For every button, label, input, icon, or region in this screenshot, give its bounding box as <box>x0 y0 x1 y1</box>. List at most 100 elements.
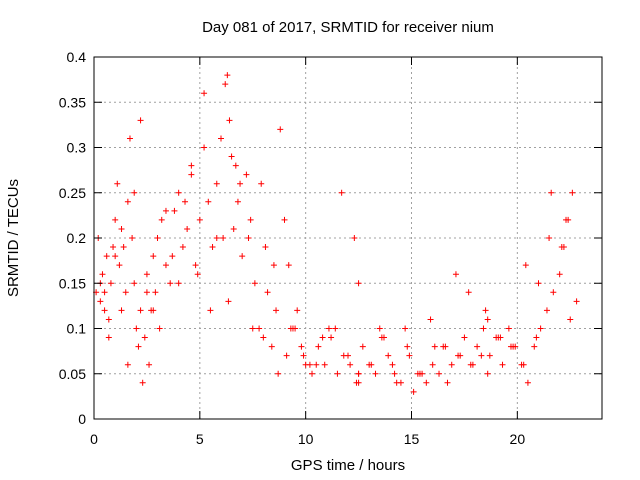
data-point <box>294 307 301 314</box>
data-point <box>287 325 294 332</box>
data-point <box>550 289 557 296</box>
data-point <box>192 262 199 269</box>
data-point <box>124 198 131 205</box>
data-point <box>391 370 398 377</box>
data-point <box>225 298 232 305</box>
data-point <box>313 361 320 368</box>
data-point <box>355 280 362 287</box>
data-point <box>484 370 491 377</box>
data-point <box>429 361 436 368</box>
data-point <box>345 352 351 359</box>
data-point <box>334 370 341 377</box>
data-point <box>118 307 125 314</box>
data-point <box>247 216 254 223</box>
data-point <box>256 325 263 332</box>
y-tick-label: 0 <box>78 411 86 427</box>
data-point <box>573 298 580 305</box>
data-point <box>484 316 491 323</box>
data-point <box>99 271 106 278</box>
data-point <box>162 262 169 269</box>
y-tick-label: 0.15 <box>59 275 86 291</box>
data-point <box>522 262 529 269</box>
data-point <box>315 343 322 350</box>
data-point <box>332 325 339 332</box>
data-point <box>385 352 392 359</box>
data-point <box>230 225 237 232</box>
data-point <box>137 307 144 314</box>
data-point <box>524 379 531 386</box>
data-point <box>207 307 214 314</box>
data-point <box>122 289 129 296</box>
data-point <box>220 235 227 241</box>
data-point <box>120 244 127 251</box>
data-point <box>537 325 544 332</box>
data-point <box>410 388 417 395</box>
data-point <box>116 262 123 269</box>
data-point <box>179 244 186 251</box>
data-point <box>431 343 438 350</box>
data-point <box>448 361 455 368</box>
data-point <box>150 307 157 314</box>
data-point <box>389 361 396 368</box>
data-point <box>543 307 550 314</box>
data-point <box>131 280 138 287</box>
data-point <box>175 189 182 196</box>
data-point <box>243 171 250 178</box>
data-point <box>275 370 282 377</box>
data-point <box>465 289 472 296</box>
data-point <box>567 316 574 323</box>
data-point <box>452 271 459 278</box>
data-point <box>270 262 277 269</box>
data-point <box>103 253 110 260</box>
y-tick-label: 0.05 <box>59 366 86 382</box>
data-point <box>347 361 354 368</box>
data-point <box>273 307 280 314</box>
data-point <box>150 253 157 260</box>
y-tick-label: 0.1 <box>67 321 87 337</box>
data-point <box>414 370 421 377</box>
data-point <box>171 207 178 214</box>
data-point <box>535 280 542 287</box>
data-point <box>182 198 189 205</box>
data-point <box>486 352 493 359</box>
data-point <box>260 334 267 341</box>
data-point <box>105 316 112 323</box>
data-point <box>402 325 409 332</box>
data-point <box>201 90 208 97</box>
data-point <box>533 334 540 341</box>
data-point <box>105 334 112 341</box>
data-point <box>338 189 345 196</box>
data-point <box>355 370 362 377</box>
data-point <box>209 244 216 251</box>
data-point <box>372 370 379 377</box>
data-point <box>505 325 512 332</box>
data-point <box>234 198 241 205</box>
data-point <box>188 162 195 169</box>
data-point <box>351 235 358 241</box>
data-point <box>548 189 555 196</box>
data-point <box>258 180 265 187</box>
data-point <box>436 370 443 377</box>
x-tick-label: 10 <box>298 431 314 447</box>
data-point <box>133 325 140 332</box>
data-point <box>228 153 235 160</box>
data-point <box>237 180 244 187</box>
data-point <box>175 280 182 287</box>
data-point <box>112 216 119 223</box>
data-point <box>124 361 131 368</box>
data-point <box>129 235 136 241</box>
data-point <box>423 379 430 386</box>
x-tick-label: 20 <box>510 431 526 447</box>
data-point <box>309 370 316 377</box>
data-point <box>457 352 464 359</box>
data-point <box>461 334 468 341</box>
data-point <box>281 216 288 223</box>
data-point <box>283 352 290 359</box>
data-point <box>188 171 195 178</box>
data-point <box>112 253 119 260</box>
x-tick-label: 5 <box>196 431 204 447</box>
data-point <box>167 280 174 287</box>
data-point <box>531 343 538 350</box>
y-tick-label: 0.25 <box>59 185 86 201</box>
